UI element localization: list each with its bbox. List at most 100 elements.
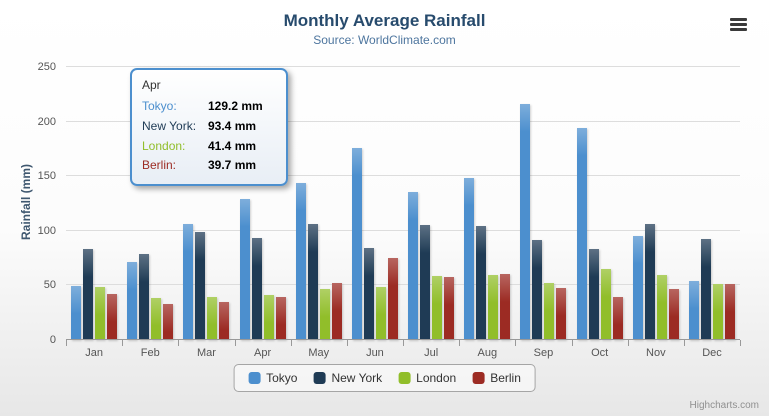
legend-swatch-london: [398, 372, 411, 384]
bar-london-aug[interactable]: [488, 274, 499, 340]
bar-london-mar[interactable]: [207, 297, 218, 340]
bar-tokyo-oct[interactable]: [576, 128, 587, 340]
bar-berlin-sep[interactable]: [556, 288, 567, 340]
gridline: [66, 284, 740, 286]
bar-berlin-aug[interactable]: [500, 274, 511, 340]
tooltip-series-value: 39.7 mm: [208, 158, 257, 173]
gridline: [66, 120, 740, 122]
bar-group-feb: [122, 67, 178, 340]
x-axis-tick: [403, 340, 404, 346]
legend-swatch-berlin: [472, 372, 485, 384]
x-axis-label-may: May: [308, 347, 330, 359]
x-axis-label-aug: Aug: [477, 347, 498, 359]
gridline: [66, 229, 740, 231]
legend-label-tokyo: Tokyo: [266, 371, 298, 385]
bar-tokyo-mar[interactable]: [183, 223, 194, 340]
bar-london-oct[interactable]: [600, 268, 611, 340]
bar-berlin-feb[interactable]: [163, 303, 174, 340]
tooltip-series-name: London:: [142, 138, 186, 153]
x-axis-ticks: [66, 340, 741, 346]
tooltip: Apr Tokyo: 129.2 mm New York: 93.4 mm London…: [130, 68, 288, 187]
bar-berlin-dec[interactable]: [724, 284, 735, 340]
y-axis-tick-label: 200: [37, 115, 56, 128]
credits-link[interactable]: Highcharts.com: [689, 400, 759, 411]
bar-berlin-mar[interactable]: [219, 302, 230, 340]
bar-new-york-nov[interactable]: [644, 223, 655, 340]
legend-item-new-york[interactable]: New York: [313, 371, 382, 385]
x-axis-tick: [627, 340, 629, 346]
plot-area: [66, 66, 741, 346]
bar-tokyo-may[interactable]: [295, 182, 306, 340]
bar-new-york-dec[interactable]: [700, 239, 711, 340]
bar-london-jul[interactable]: [432, 275, 443, 340]
bar-new-york-apr[interactable]: [251, 238, 262, 340]
y-axis-tick-label: 0: [49, 334, 56, 346]
bar-london-jan[interactable]: [95, 286, 106, 340]
bar-berlin-apr[interactable]: [275, 296, 286, 340]
bar-new-york-jun[interactable]: [363, 247, 374, 340]
x-axis-tick: [740, 340, 741, 346]
bar-london-jun[interactable]: [375, 287, 386, 340]
x-axis-tick: [515, 340, 517, 346]
bar-new-york-sep[interactable]: [532, 240, 543, 340]
bar-berlin-jul[interactable]: [444, 277, 455, 340]
bar-group-may: [291, 67, 347, 340]
bar-tokyo-jul[interactable]: [408, 191, 419, 340]
y-axis-tick-label: 50: [43, 279, 56, 292]
bar-london-apr[interactable]: [263, 294, 274, 340]
y-axis-tick-label: 250: [37, 61, 56, 73]
bar-group-apr: [235, 67, 291, 340]
bar-london-feb[interactable]: [151, 297, 162, 340]
bar-tokyo-nov[interactable]: [632, 235, 643, 340]
x-axis-tick: [178, 340, 180, 346]
bar-tokyo-jun[interactable]: [351, 147, 362, 340]
bar-london-dec[interactable]: [712, 284, 723, 340]
bar-new-york-oct[interactable]: [588, 248, 599, 340]
x-axis-label-apr: Apr: [254, 347, 272, 359]
bar-tokyo-aug[interactable]: [464, 177, 475, 340]
bar-berlin-oct[interactable]: [612, 297, 623, 340]
bar-tokyo-sep[interactable]: [520, 103, 531, 340]
bar-tokyo-jan[interactable]: [71, 285, 82, 340]
bar-london-sep[interactable]: [544, 282, 555, 340]
x-axis-tick: [290, 340, 292, 346]
bar-london-may[interactable]: [319, 288, 330, 340]
x-axis-tick: [459, 340, 461, 346]
tooltip-series-value: 93.4 mm: [208, 118, 257, 133]
bar-new-york-mar[interactable]: [195, 232, 206, 340]
legend-item-tokyo[interactable]: Tokyo: [248, 371, 297, 385]
bar-tokyo-apr[interactable]: [239, 198, 250, 340]
bar-berlin-jan[interactable]: [107, 293, 118, 340]
bar-group-nov: [628, 67, 684, 340]
x-axis-label-oct: Oct: [591, 347, 609, 359]
x-axis-label-mar: Mar: [196, 347, 216, 359]
bar-tokyo-dec[interactable]: [688, 280, 699, 340]
bar-groups: [66, 67, 740, 340]
bar-new-york-aug[interactable]: [476, 226, 487, 340]
x-axis-tick: [683, 340, 685, 346]
bar-berlin-nov[interactable]: [668, 288, 679, 340]
bar-new-york-jan[interactable]: [83, 248, 94, 340]
x-axis-label-dec: Dec: [702, 347, 722, 359]
bar-new-york-may[interactable]: [307, 224, 318, 340]
legend-swatch-new-york: [313, 372, 326, 384]
bar-group-aug: [459, 67, 515, 340]
bar-group-dec: [684, 67, 740, 340]
tooltip-row-berlin: Berlin: 39.7 mm: [142, 156, 276, 176]
tooltip-series-name: Berlin:: [142, 158, 177, 173]
x-axis-tick: [66, 340, 67, 346]
legend-item-berlin[interactable]: Berlin: [472, 371, 521, 385]
x-axis-label-jun: Jun: [366, 347, 384, 359]
bar-tokyo-feb[interactable]: [127, 261, 138, 340]
legend-item-london[interactable]: London: [398, 371, 456, 385]
hamburger-menu-icon[interactable]: [730, 18, 747, 31]
bar-london-nov[interactable]: [656, 275, 667, 340]
bar-berlin-may[interactable]: [331, 282, 342, 340]
bar-group-oct: [572, 67, 628, 340]
legend: Tokyo New York London Berlin: [233, 364, 536, 392]
bar-new-york-feb[interactable]: [139, 253, 150, 340]
bar-new-york-jul[interactable]: [420, 225, 431, 340]
tooltip-header: Apr: [142, 78, 161, 92]
bar-berlin-jun[interactable]: [387, 257, 398, 340]
